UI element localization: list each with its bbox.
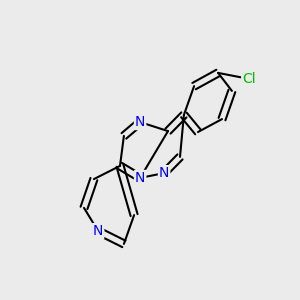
Text: N: N (135, 115, 145, 129)
Text: N: N (159, 166, 169, 180)
Text: N: N (93, 224, 103, 238)
Text: N: N (135, 171, 145, 185)
Text: Cl: Cl (242, 72, 256, 86)
